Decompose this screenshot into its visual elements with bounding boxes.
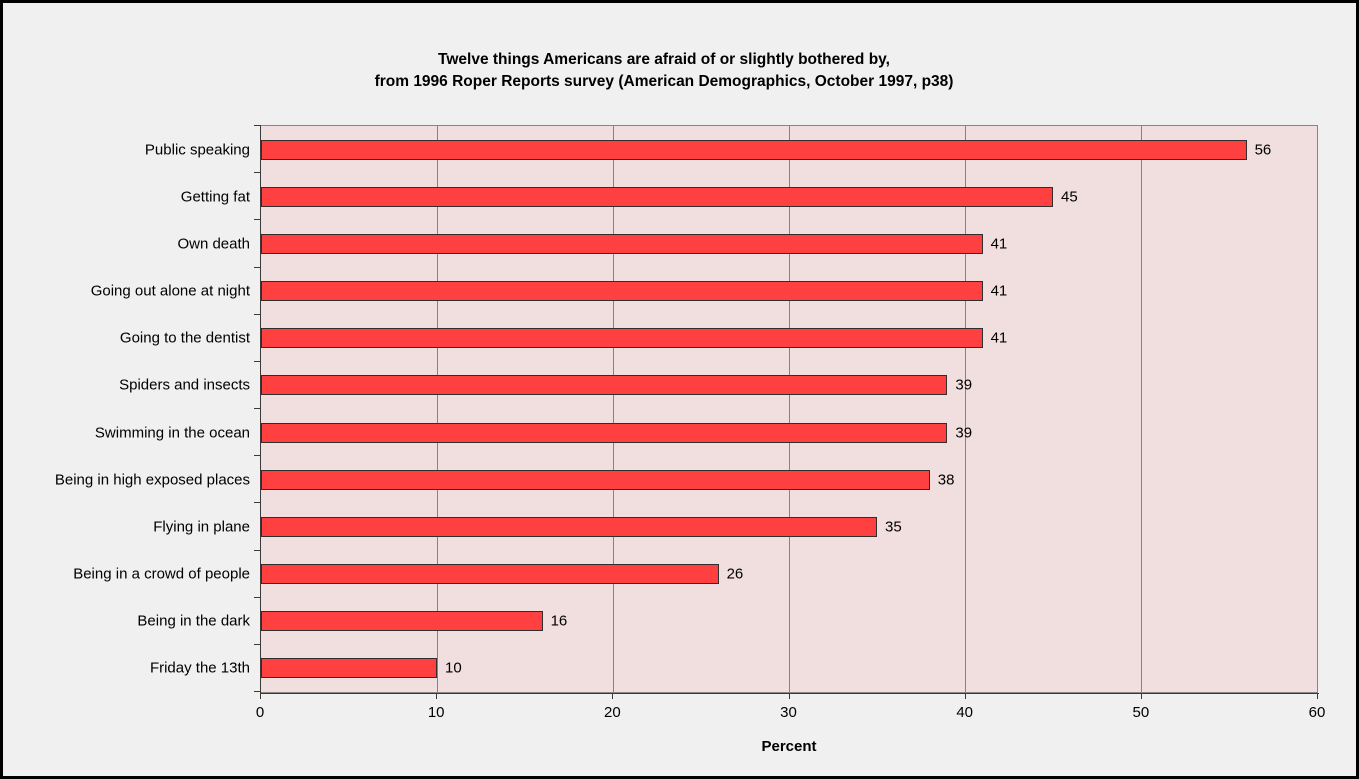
bar	[261, 611, 543, 632]
y-axis-tick	[254, 455, 260, 457]
bar	[261, 516, 877, 537]
category-label: Being in the dark	[137, 612, 250, 630]
y-axis-tick	[254, 408, 260, 409]
y-axis-tick	[254, 266, 260, 268]
category-label: Going out alone at night	[90, 282, 250, 300]
category-label: Own death	[177, 235, 250, 253]
category-label: Getting fat	[180, 188, 250, 206]
bar-value-label: 39	[955, 424, 973, 442]
x-axis-tick	[260, 693, 261, 699]
y-axis-tick	[254, 502, 260, 504]
bar	[261, 233, 983, 254]
bar-value-label: 26	[726, 565, 744, 583]
chart-title-line1: Twelve things Americans are afraid of or…	[438, 51, 890, 68]
x-axis-tick-label: 0	[255, 704, 265, 721]
gridline-30	[789, 126, 790, 692]
y-axis-tick	[254, 125, 260, 126]
y-axis-tick	[254, 691, 260, 692]
chart-title-line2: from 1996 Roper Reports survey (American…	[374, 73, 954, 90]
chart-title: Twelve things Americans are afraid of or…	[3, 49, 1325, 93]
x-axis-tick-label: 60	[1308, 704, 1326, 721]
x-axis-tick-label: 30	[780, 704, 797, 721]
bar-value-label: 41	[990, 282, 1008, 300]
y-axis-tick	[254, 549, 260, 551]
y-axis-tick	[254, 313, 260, 315]
gridline-50	[1141, 126, 1142, 692]
bar-value-label: 16	[550, 612, 568, 630]
plot-area: 56 45 41 41 41 39 39 38 35 26 16 10	[260, 125, 1318, 693]
category-axis-labels: Public speaking Getting fat Own death Going…	[3, 125, 250, 693]
x-axis-tick-label: 40	[956, 704, 973, 721]
bar-value-label: 41	[990, 235, 1008, 253]
bar-value-label: 10	[445, 659, 462, 677]
y-axis-tick	[254, 643, 260, 645]
category-label: Flying in plane	[153, 518, 250, 536]
category-label: Being in a crowd of people	[73, 565, 250, 583]
bar	[261, 375, 948, 396]
y-axis-tick	[254, 219, 260, 221]
bar	[261, 139, 1247, 160]
x-axis-tick-label: 50	[1132, 704, 1150, 721]
bar	[261, 186, 1053, 207]
bar	[261, 658, 437, 679]
x-axis-tick-label: 10	[427, 704, 445, 721]
bar	[261, 469, 930, 490]
gridline-40	[965, 126, 966, 692]
x-axis-tick	[788, 693, 790, 699]
y-axis-line	[260, 125, 261, 694]
bar-value-label: 56	[1254, 141, 1272, 159]
category-label: Going to the dentist	[119, 329, 250, 347]
x-axis-line	[260, 693, 1319, 694]
bar	[261, 328, 983, 349]
x-axis-tick	[1140, 693, 1142, 699]
bar	[261, 281, 983, 302]
y-axis-tick	[254, 360, 260, 362]
x-axis-tick-label: 20	[603, 704, 621, 721]
bar-value-label: 41	[990, 329, 1008, 347]
x-axis-tick	[964, 693, 966, 699]
bar	[261, 564, 719, 585]
y-axis-tick	[254, 596, 260, 598]
bar-value-label: 38	[937, 471, 955, 489]
category-label: Swimming in the ocean	[94, 424, 250, 442]
category-label: Being in high exposed places	[54, 471, 250, 489]
x-axis-tick	[612, 693, 614, 699]
x-axis-title: Percent	[761, 738, 817, 755]
x-axis-tick	[436, 693, 438, 699]
bar	[261, 422, 948, 443]
bar-value-label: 45	[1061, 188, 1078, 206]
category-label: Public speaking	[144, 141, 250, 159]
y-axis-tick	[254, 172, 260, 174]
x-axis-tick	[1317, 693, 1318, 699]
bar-value-label: 39	[955, 376, 973, 394]
category-label: Friday the 13th	[149, 659, 250, 677]
gridline-20	[613, 126, 614, 692]
bar-value-label: 35	[885, 518, 902, 536]
category-label: Spiders and insects	[119, 376, 250, 394]
gridline-10	[437, 126, 438, 692]
